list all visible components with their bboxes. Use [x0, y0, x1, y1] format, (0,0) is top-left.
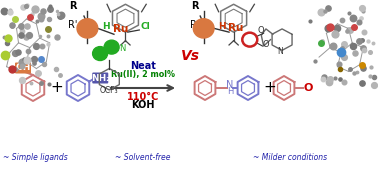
Circle shape	[104, 40, 119, 54]
Text: OCF₃: OCF₃	[100, 86, 119, 95]
Text: N: N	[83, 23, 92, 33]
Text: KOH: KOH	[131, 100, 155, 110]
Text: ~ Milder conditions: ~ Milder conditions	[253, 154, 327, 163]
Text: Ru: Ru	[113, 24, 129, 34]
Text: +: +	[263, 81, 276, 96]
Text: H: H	[108, 43, 115, 52]
Text: NH₂: NH₂	[91, 74, 110, 83]
Text: H: H	[97, 49, 104, 58]
Text: Ru: Ru	[228, 23, 244, 33]
Text: Cl: Cl	[140, 22, 150, 31]
Text: R: R	[191, 1, 198, 11]
Text: N: N	[277, 47, 283, 56]
Text: N: N	[199, 23, 208, 33]
Circle shape	[193, 19, 214, 38]
Text: Neat: Neat	[130, 61, 156, 71]
Text: Ru(II), 2 mol%: Ru(II), 2 mol%	[111, 71, 175, 80]
Text: R': R'	[190, 20, 199, 30]
Text: ~ Solvent-free: ~ Solvent-free	[115, 154, 171, 163]
FancyBboxPatch shape	[92, 72, 108, 83]
Text: S: S	[247, 35, 253, 44]
Text: N: N	[226, 80, 234, 90]
Text: R: R	[69, 1, 76, 11]
Text: OH: OH	[15, 64, 31, 72]
Text: H: H	[227, 88, 233, 97]
Text: H: H	[218, 22, 226, 31]
Text: ~ Simple ligands: ~ Simple ligands	[3, 154, 67, 163]
Text: O: O	[263, 40, 269, 49]
Text: O: O	[303, 83, 313, 93]
Text: R': R'	[68, 20, 77, 30]
Text: 110°C: 110°C	[127, 92, 159, 102]
Text: +: +	[51, 81, 64, 96]
Text: O: O	[258, 26, 265, 35]
Circle shape	[242, 33, 257, 47]
Text: H: H	[102, 22, 110, 31]
Circle shape	[93, 47, 108, 61]
Text: Vs: Vs	[181, 49, 200, 63]
FancyBboxPatch shape	[15, 63, 31, 73]
Circle shape	[77, 19, 98, 38]
Text: N: N	[119, 44, 125, 53]
